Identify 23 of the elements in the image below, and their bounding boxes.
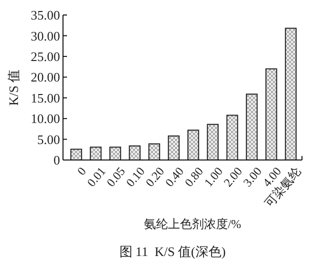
bar — [90, 146, 102, 160]
bar — [148, 143, 160, 160]
y-axis-title: K/S 值 — [6, 69, 21, 106]
bar — [168, 135, 180, 160]
y-tick-label: 30.00 — [30, 28, 60, 44]
bar — [187, 130, 200, 160]
y-tick-label: 15.00 — [30, 90, 60, 106]
bar — [246, 94, 258, 160]
bar — [284, 28, 297, 160]
bar — [109, 146, 122, 160]
bar — [70, 148, 82, 160]
y-tick-label: 25.00 — [30, 48, 60, 64]
bar — [128, 145, 141, 160]
bar — [265, 68, 278, 160]
y-tick-label: 35.00 — [30, 8, 60, 23]
y-tick-label: 10.00 — [30, 111, 60, 126]
text: 图 11 K/S 值(深色) — [119, 244, 226, 259]
bar — [226, 114, 238, 160]
y-tick-label: 0 — [54, 152, 60, 168]
y-tick-label: 5.00 — [37, 132, 60, 147]
bar — [206, 124, 219, 160]
x-axis-title: 氨纶上色剂浓度/% — [144, 217, 242, 231]
y-tick-label: 20.00 — [30, 70, 60, 85]
